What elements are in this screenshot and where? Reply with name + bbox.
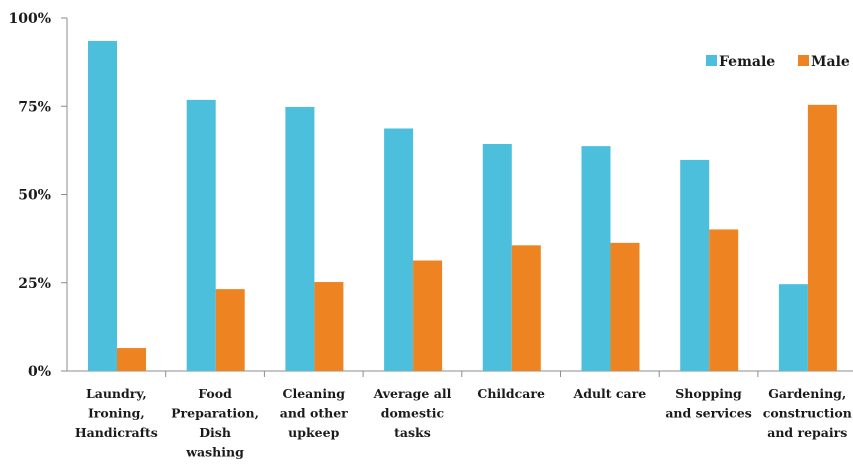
chart-legend: Female Male [706, 54, 850, 70]
x-category-label: Shopping and services [665, 386, 751, 421]
x-category-label: Adult care [573, 386, 647, 401]
bar-female [482, 144, 512, 371]
bar-male [215, 289, 245, 371]
bar-female [384, 128, 414, 371]
bar-male [117, 348, 146, 371]
legend-label-female: Female [719, 54, 775, 70]
x-category-label: Cleaning and other upkeep [280, 386, 348, 440]
x-category-label: Gardening, construction and repairs [763, 386, 852, 440]
bar-male [807, 104, 837, 371]
bar-male [413, 260, 443, 371]
bar-female [778, 284, 808, 371]
bar-male [511, 245, 541, 371]
x-category-label: Laundry, Ironing, Handicrafts [75, 386, 158, 440]
y-tick-label: 75% [18, 99, 51, 115]
bar-female [680, 159, 710, 371]
bar-male [610, 242, 640, 371]
y-tick-label: 50% [18, 188, 51, 204]
y-tick-label: 0% [28, 364, 51, 380]
x-category-label: Average all domestic tasks [373, 386, 452, 440]
bar-female [186, 99, 216, 372]
bar-female [88, 40, 117, 371]
legend-swatch-female [706, 55, 717, 66]
y-tick-label: 25% [18, 276, 51, 292]
bar-female [581, 146, 611, 371]
x-category-label: Childcare [477, 386, 545, 401]
bar-male [314, 282, 344, 371]
bar-series [88, 40, 837, 372]
y-tick-label: 100% [8, 11, 51, 27]
bar-female [285, 106, 315, 372]
legend-swatch-male [798, 55, 809, 66]
x-category-label: Food Preparation, Dish washing [171, 386, 259, 460]
bar-male [709, 229, 739, 371]
legend-label-male: Male [811, 54, 850, 70]
y-axis-ticks: 0% 25% 50% 75% 100% [8, 11, 67, 380]
